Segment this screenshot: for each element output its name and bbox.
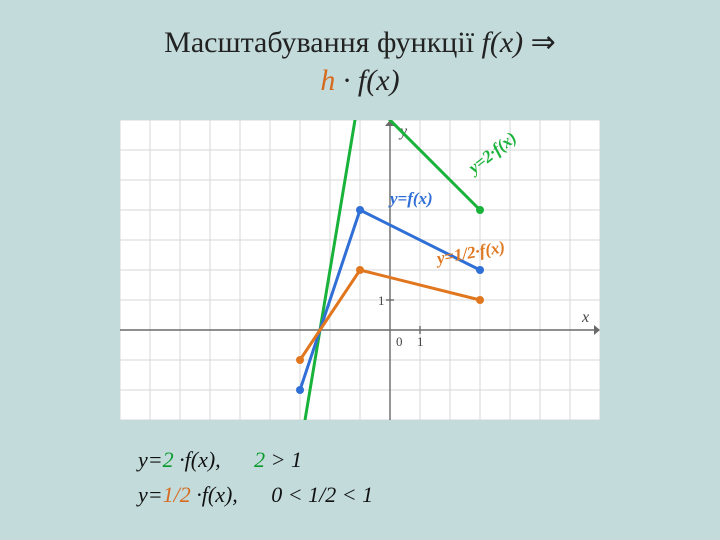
svg-text:y=2·f(x): y=2·f(x) bbox=[463, 128, 520, 178]
legend-row-2: y=1/2 ·f(x), 0 < 1/2 < 1 bbox=[138, 477, 373, 512]
legend: y=2 ·f(x), 2 > 1 y=1/2 ·f(x), 0 < 1/2 < … bbox=[138, 442, 373, 512]
legend-r1-cond: 2 > 1 bbox=[254, 442, 302, 477]
svg-text:x: x bbox=[581, 309, 589, 326]
svg-text:1: 1 bbox=[417, 334, 424, 349]
legend-row-1: y=2 ·f(x), 2 > 1 bbox=[138, 442, 373, 477]
slide-title: Масштабування функції f(x) ⇒ h · f(x) bbox=[0, 24, 720, 99]
legend-r1-cond-tail: > 1 bbox=[265, 447, 302, 472]
title-dot: · bbox=[343, 64, 351, 97]
legend-r2-coef: 1/2 bbox=[163, 482, 191, 507]
svg-text:1: 1 bbox=[378, 293, 385, 308]
svg-text:0: 0 bbox=[396, 334, 403, 349]
title-text: Масштабування функції bbox=[164, 26, 481, 59]
title-h: h bbox=[320, 64, 335, 97]
legend-r1-coef: 2 bbox=[163, 447, 174, 472]
svg-text:y=f(x): y=f(x) bbox=[388, 189, 433, 208]
title-fx2: f(x) bbox=[358, 64, 400, 97]
chart-svg: yx011y=2·f(x)y=f(x)y=1/2·f(x) bbox=[120, 120, 600, 420]
title-fn: f(x) bbox=[482, 26, 524, 59]
legend-r2-y: y= bbox=[138, 482, 163, 507]
legend-r2-cond: 0 < 1/2 < 1 bbox=[271, 477, 373, 512]
legend-r1-tail: ·f(x), bbox=[174, 447, 221, 472]
legend-r1-cond-coef: 2 bbox=[254, 447, 265, 472]
legend-r1-y: y= bbox=[138, 447, 163, 472]
chart-area: yx011y=2·f(x)y=f(x)y=1/2·f(x) bbox=[120, 120, 600, 420]
legend-r2-tail: ·f(x), bbox=[191, 482, 238, 507]
arrow-icon: ⇒ bbox=[531, 25, 556, 60]
